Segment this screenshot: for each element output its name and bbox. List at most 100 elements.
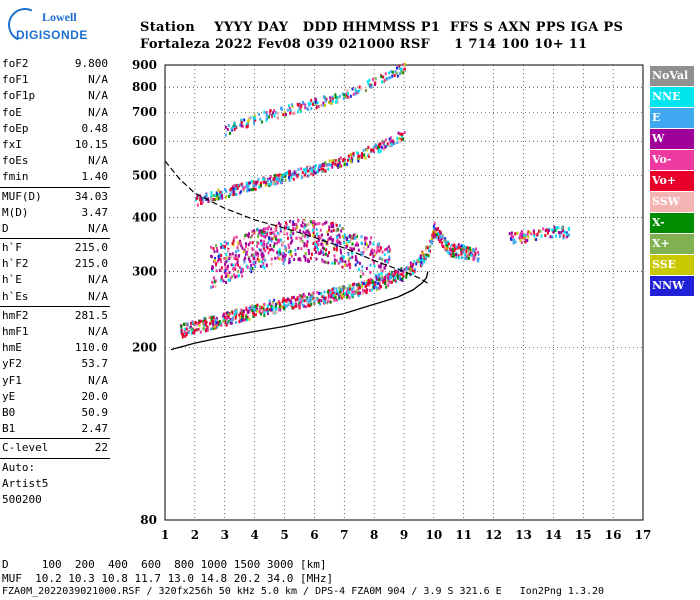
- echo-point-1hop: [447, 240, 450, 244]
- echo-point-2hop: [318, 168, 321, 172]
- echo-point-spread: [377, 242, 380, 246]
- echo-point-2hop: [200, 196, 203, 200]
- echo-point-1hop: [268, 308, 271, 312]
- echo-point-1hop: [323, 290, 326, 294]
- echo-point-1hop: [254, 313, 257, 317]
- echo-point-spread: [339, 257, 342, 261]
- echo-point-spread: [240, 244, 243, 248]
- echo-point-1hop: [229, 317, 232, 321]
- echo-point-1hop: [364, 285, 367, 289]
- echo-point-2hop: [237, 183, 240, 187]
- echo-point-spread: [230, 263, 233, 267]
- echo-point-1hop: [212, 316, 215, 320]
- echo-point-spread: [347, 239, 350, 243]
- echo-point-far: [540, 234, 543, 238]
- echo-point-1hop: [303, 294, 306, 298]
- echo-point-far: [533, 234, 536, 238]
- auto-text: 500200: [2, 492, 42, 506]
- param-value: 1.40: [81, 170, 109, 184]
- echo-point-3hop: [369, 83, 372, 87]
- echo-point-3hop: [248, 116, 251, 120]
- echo-point-1hop: [307, 304, 310, 308]
- echo-point-spread: [321, 246, 324, 250]
- echo-point-spread: [301, 224, 304, 228]
- echo-point-2hop: [361, 152, 364, 156]
- echo-point-spread: [218, 253, 221, 257]
- echo-point-1hop: [405, 275, 408, 279]
- echo-point-1hop: [213, 325, 216, 329]
- echo-point-spread: [246, 233, 249, 237]
- param-row: yE 20.0: [0, 389, 110, 405]
- echo-point-spread: [336, 238, 339, 242]
- echo-point-1hop: [467, 248, 470, 252]
- echo-point-spread: [297, 246, 300, 250]
- echo-point-2hop: [322, 167, 325, 171]
- echo-point-1hop: [232, 315, 235, 319]
- echo-point-1hop: [390, 275, 393, 279]
- echo-point-1hop: [390, 270, 393, 274]
- echo-point-3hop: [380, 75, 383, 79]
- echo-point-1hop: [432, 235, 435, 239]
- echo-point-3hop: [243, 118, 246, 122]
- echo-point-2hop: [232, 187, 235, 191]
- echo-point-1hop: [415, 262, 418, 266]
- echo-point-spread: [241, 246, 244, 250]
- echo-point-2hop: [282, 173, 285, 177]
- echo-point-3hop: [401, 71, 404, 75]
- echo-point-2hop: [224, 189, 227, 193]
- echo-point-spread: [316, 232, 319, 236]
- echo-point-spread: [316, 247, 319, 251]
- echo-point-3hop: [276, 115, 279, 119]
- echo-point-spread: [284, 245, 287, 249]
- echo-point-3hop: [315, 105, 318, 109]
- echo-point-3hop: [231, 125, 234, 129]
- echo-point-2hop: [227, 195, 230, 199]
- echo-point-3hop: [247, 118, 250, 122]
- echo-point-1hop: [332, 286, 335, 290]
- echo-point-2hop: [313, 167, 316, 171]
- echo-point-1hop: [432, 226, 435, 230]
- echo-point-spread: [229, 278, 232, 282]
- echo-point-1hop: [421, 251, 424, 255]
- echo-point-1hop: [378, 286, 381, 290]
- echo-point-1hop: [264, 308, 267, 312]
- echo-point-spread: [230, 255, 233, 259]
- echo-point-spread: [225, 242, 228, 246]
- echo-point-3hop: [346, 89, 349, 93]
- echo-point-spread: [276, 251, 279, 255]
- echo-point-spread: [330, 225, 333, 229]
- echo-point-spread: [357, 248, 360, 252]
- echo-point-1hop: [439, 235, 442, 239]
- x-tick-label: 17: [635, 528, 652, 542]
- echo-point-1hop: [195, 328, 198, 332]
- echo-point-spread: [356, 234, 359, 238]
- echo-point-1hop: [318, 298, 321, 302]
- echo-point-spread: [222, 279, 225, 283]
- echo-point-1hop: [274, 305, 277, 309]
- echo-point-spread: [284, 253, 287, 257]
- param-row: fmin 1.40: [0, 169, 110, 185]
- echo-point-3hop: [381, 80, 384, 84]
- x-tick-label: 13: [515, 528, 532, 542]
- echo-point-1hop: [383, 279, 386, 283]
- echo-point-spread: [330, 222, 333, 226]
- echo-point-1hop: [204, 319, 207, 323]
- echo-point-1hop: [385, 285, 388, 289]
- echo-point-spread: [350, 247, 353, 251]
- echo-point-1hop: [289, 299, 292, 303]
- echo-point-1hop: [263, 313, 266, 317]
- echo-point-1hop: [477, 252, 480, 256]
- param-value: N/A: [88, 273, 108, 287]
- echo-point-spread: [307, 249, 310, 253]
- echo-point-2hop: [276, 176, 279, 180]
- echo-point-spread: [284, 226, 287, 230]
- echo-point-spread: [233, 266, 236, 270]
- x-tick-label: 8: [370, 528, 378, 542]
- echo-point-spread: [258, 231, 261, 235]
- echo-point-spread: [261, 255, 264, 259]
- echo-point-2hop: [357, 159, 360, 163]
- x-tick-label: 14: [545, 528, 562, 542]
- echo-point-spread: [214, 244, 217, 248]
- echo-point-1hop: [394, 278, 397, 282]
- echo-point-far: [563, 230, 566, 234]
